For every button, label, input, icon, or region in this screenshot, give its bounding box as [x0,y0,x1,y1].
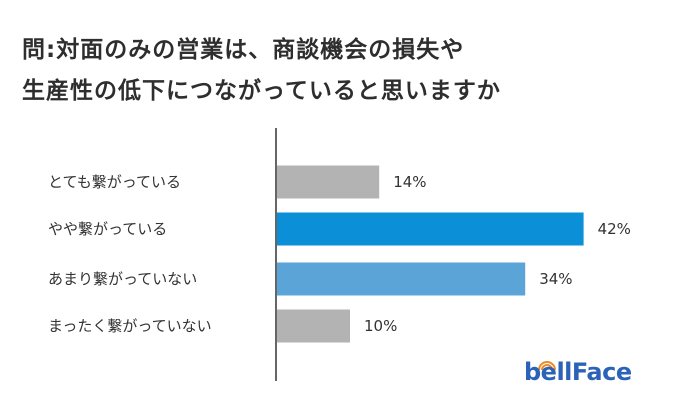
bellface-logo: bellFace [524,358,632,394]
category-label-3: まったく繋がっていない [48,317,212,335]
value-label-2: 34% [539,270,572,288]
bar-0 [277,165,380,199]
value-label-1: 42% [598,220,631,238]
bar-1 [277,212,584,246]
logo-text: bellFace [524,358,632,386]
chart-title-line-2: 生産性の低下につながっていると思いますか [22,78,501,104]
category-label-0: とても繋がっている [48,173,181,191]
bars [277,165,584,343]
value-label-3: 10% [364,317,397,335]
category-label-1: やや繋がっている [48,220,167,238]
bar-3 [277,309,350,343]
bar-2 [277,262,526,296]
category-label-2: あまり繋がっていない [48,270,197,288]
chart-title-line-1: 問:対面のみの営業は、商談機会の損失や [22,37,465,63]
value-labels: 14% 42% 34% 10% [364,173,631,335]
signal-arc-icon [538,361,556,371]
value-label-0: 14% [393,173,426,191]
